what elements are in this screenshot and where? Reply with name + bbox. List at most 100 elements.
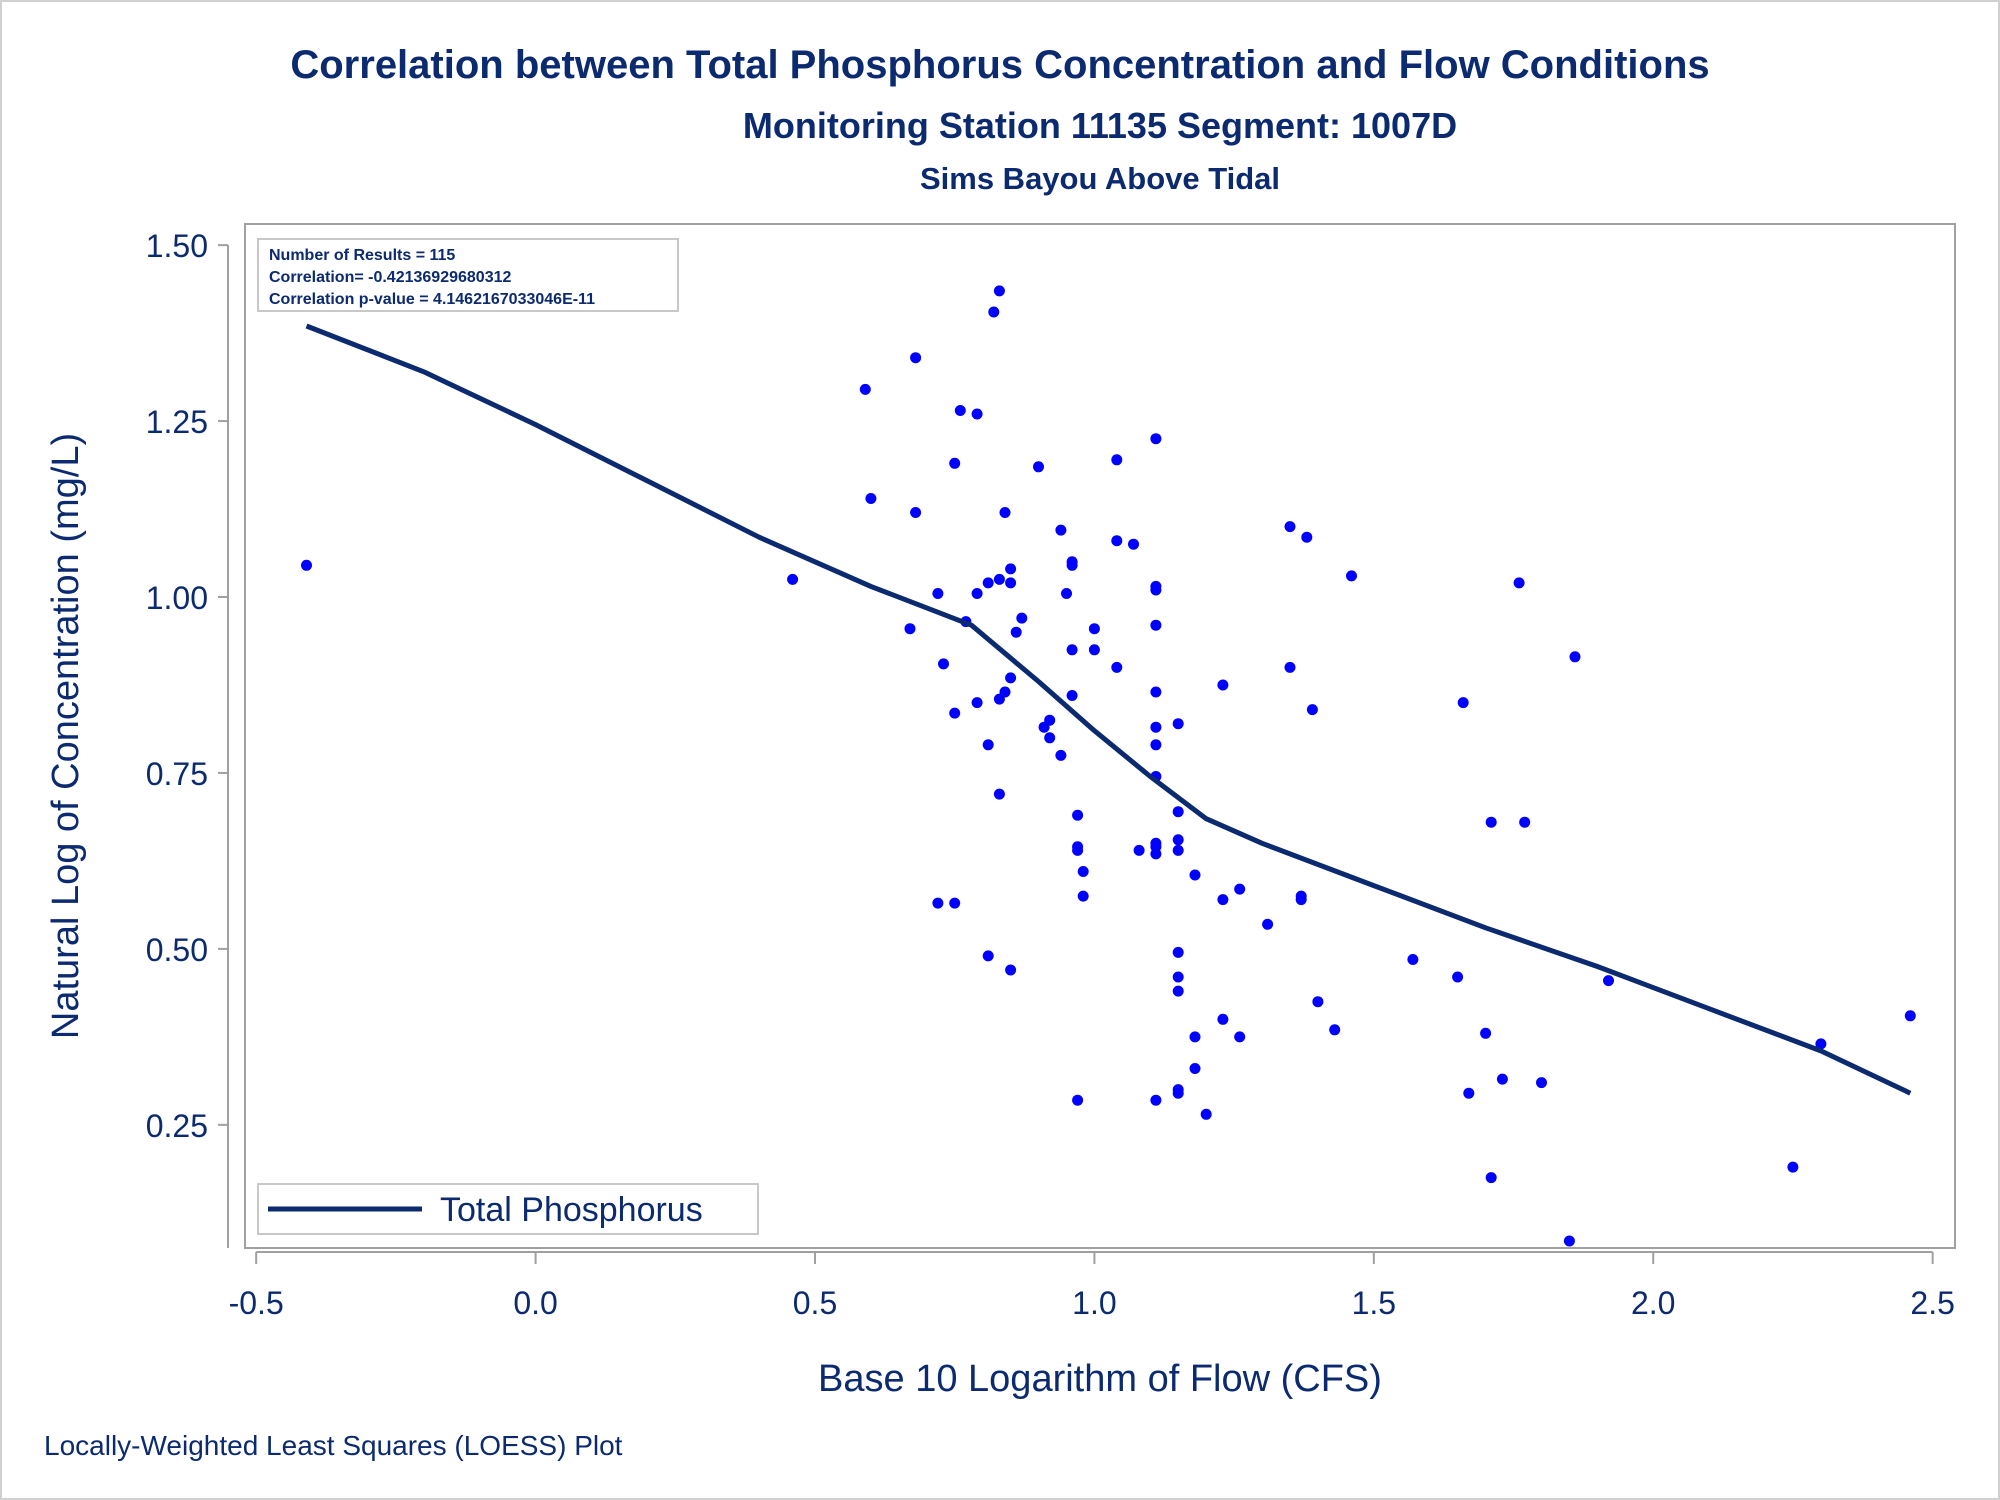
data-point bbox=[1815, 1038, 1827, 1050]
data-point bbox=[1150, 848, 1162, 860]
data-point bbox=[910, 352, 922, 364]
scatter-points bbox=[301, 285, 1916, 1247]
data-point bbox=[1189, 1063, 1201, 1074]
data-point bbox=[982, 950, 994, 962]
data-point bbox=[910, 507, 922, 518]
data-point bbox=[993, 573, 1005, 585]
data-point bbox=[1150, 584, 1162, 596]
stats-p-value: Correlation p-value = 4.1462167033046E-1… bbox=[269, 291, 595, 308]
x-tick-label: -0.5 bbox=[229, 1285, 284, 1321]
data-point bbox=[1172, 985, 1184, 997]
data-point bbox=[1044, 732, 1056, 744]
data-point bbox=[1172, 971, 1184, 983]
data-point bbox=[859, 383, 871, 395]
data-point bbox=[1217, 894, 1229, 906]
data-point bbox=[1111, 454, 1123, 466]
data-point bbox=[1485, 1172, 1497, 1184]
y-tick-label: 1.00 bbox=[146, 580, 208, 616]
data-point bbox=[1055, 524, 1067, 536]
data-point bbox=[1234, 883, 1246, 895]
data-point bbox=[1033, 461, 1044, 473]
y-tick-label: 1.50 bbox=[146, 228, 208, 264]
data-point bbox=[1066, 690, 1078, 701]
data-point bbox=[1150, 721, 1162, 733]
data-point bbox=[1066, 559, 1078, 571]
data-point bbox=[1088, 644, 1100, 656]
data-point bbox=[1329, 1024, 1341, 1036]
data-point bbox=[1061, 588, 1072, 599]
data-point bbox=[999, 507, 1011, 518]
data-point bbox=[301, 559, 312, 571]
data-point bbox=[865, 493, 877, 504]
data-point bbox=[1234, 1031, 1246, 1043]
chart-subtitle: Monitoring Station 11135 Segment: 1007D bbox=[743, 105, 1457, 146]
data-point bbox=[1066, 644, 1078, 656]
data-point bbox=[1480, 1027, 1492, 1039]
y-axis: 0.25 0.50 0.75 1.00 1.25 1.50 bbox=[146, 228, 229, 1248]
data-point bbox=[1312, 996, 1324, 1008]
data-point bbox=[1513, 577, 1525, 589]
data-point bbox=[1563, 1235, 1575, 1247]
data-point bbox=[1603, 975, 1614, 987]
data-point bbox=[999, 686, 1011, 698]
x-tick-label: 1.5 bbox=[1352, 1285, 1396, 1321]
data-point bbox=[1904, 1010, 1916, 1022]
data-point bbox=[988, 306, 1000, 318]
data-point bbox=[971, 697, 983, 709]
data-point bbox=[1519, 816, 1531, 828]
data-point bbox=[1463, 1087, 1475, 1099]
data-point bbox=[1457, 697, 1469, 709]
data-point bbox=[954, 405, 966, 416]
y-tick-label: 0.25 bbox=[146, 1108, 208, 1144]
x-tick-label: 2.5 bbox=[1910, 1285, 1954, 1321]
data-point bbox=[1536, 1077, 1547, 1089]
data-point bbox=[1005, 964, 1017, 976]
data-point bbox=[1200, 1108, 1212, 1120]
data-point bbox=[1150, 739, 1162, 751]
data-point bbox=[1010, 626, 1022, 638]
chart-subtitle-2: Sims Bayou Above Tidal bbox=[920, 161, 1280, 196]
data-point bbox=[971, 408, 983, 420]
data-point bbox=[1346, 570, 1357, 582]
data-point bbox=[1569, 651, 1581, 663]
data-point bbox=[1301, 531, 1313, 543]
stats-box-border bbox=[257, 238, 679, 312]
data-point bbox=[1150, 1094, 1162, 1106]
data-point bbox=[1284, 521, 1296, 533]
legend-label: Total Phosphorus bbox=[440, 1191, 703, 1229]
data-point bbox=[1295, 894, 1307, 906]
stats-count: Number of Results = 115 bbox=[269, 247, 455, 264]
data-point bbox=[1077, 866, 1089, 877]
data-point bbox=[1284, 661, 1296, 673]
stats-correlation: Correlation= -0.42136929680312 bbox=[269, 269, 511, 286]
data-point bbox=[1787, 1161, 1799, 1173]
loess-line bbox=[305, 323, 1912, 1096]
data-point bbox=[1133, 844, 1145, 856]
data-point bbox=[932, 588, 944, 599]
data-point bbox=[1005, 563, 1017, 575]
data-point bbox=[1111, 661, 1123, 673]
x-axis: -0.5 0.0 0.5 1.0 1.5 2.0 2.5 bbox=[229, 1251, 1955, 1321]
data-point bbox=[1077, 890, 1089, 902]
data-point bbox=[1150, 433, 1162, 445]
data-point bbox=[993, 788, 1005, 800]
x-tick-label: 1.0 bbox=[1072, 1285, 1116, 1321]
data-point bbox=[1005, 577, 1017, 589]
data-point bbox=[1128, 538, 1139, 550]
data-point bbox=[1496, 1073, 1508, 1085]
data-point bbox=[1306, 704, 1318, 716]
legend: Total Phosphorus bbox=[257, 1183, 759, 1235]
y-tick-label: 0.50 bbox=[146, 932, 208, 968]
chart-title: Correlation between Total Phosphorus Con… bbox=[290, 43, 1709, 87]
plot-area-border bbox=[244, 223, 1956, 1249]
data-point bbox=[1172, 946, 1184, 958]
data-point bbox=[1217, 1013, 1229, 1025]
data-point bbox=[1072, 1094, 1084, 1106]
x-axis-label: Base 10 Logarithm of Flow (CFS) bbox=[818, 1358, 1382, 1400]
data-point bbox=[1217, 679, 1229, 691]
y-tick-label: 0.75 bbox=[146, 756, 208, 792]
data-point bbox=[1172, 834, 1184, 846]
data-point bbox=[1189, 869, 1201, 881]
data-point bbox=[1189, 1031, 1201, 1043]
